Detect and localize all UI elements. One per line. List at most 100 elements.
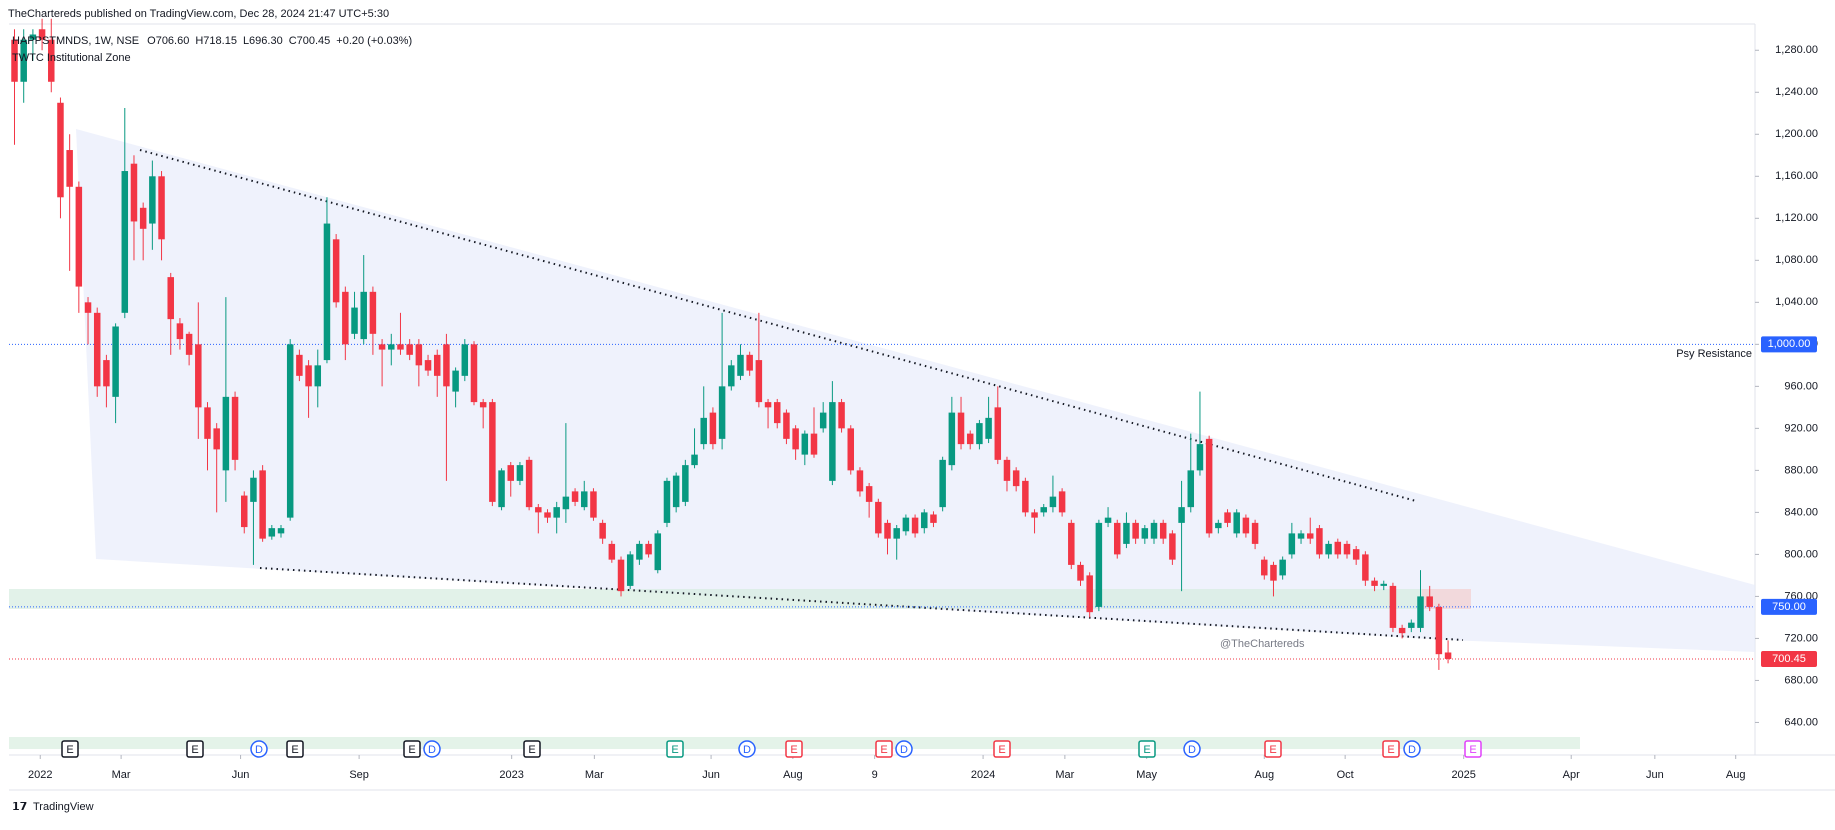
candle-body [1132,522,1139,539]
candle-body [388,344,395,350]
y-tick-label: 1,080.00 [1775,254,1818,266]
candle-body [48,39,55,82]
earnings-marker [1264,740,1282,758]
candle-body [296,354,303,376]
candle-body [507,465,514,481]
event-label: E [880,744,887,756]
candle-body [378,344,386,350]
candle-body [875,501,882,534]
x-tick-label: Apr [1563,769,1580,781]
candle-body [1380,583,1387,586]
candle-body [286,344,294,518]
y-tick-label: 640.00 [1784,716,1818,728]
y-tick-label: 800.00 [1784,548,1818,560]
candle-body [1187,470,1195,508]
y-tick-label: 880.00 [1784,464,1818,476]
event-label: E [191,744,198,756]
candle-body [930,514,937,523]
event-label: E [998,744,1005,756]
candle-body [332,239,340,303]
y-tick-label: 1,280.00 [1775,44,1818,56]
candle-body [1205,438,1213,534]
candle-body [360,291,367,340]
candle-body [1261,559,1268,576]
x-tick-label: Jun [1646,769,1664,781]
candle-body [709,412,717,445]
x-tick-label: Mar [112,769,131,781]
candle-body [222,396,230,471]
x-tick-label: 2025 [1451,769,1475,781]
candle-body [121,171,129,313]
candle-body [985,417,992,439]
candle-body [1362,554,1369,581]
y-tick-label: 680.00 [1784,674,1818,686]
price-label-box [1761,336,1817,353]
candle-body [792,428,799,450]
price-label: 1,000.00 [1768,338,1811,350]
candle-body [1316,528,1323,555]
candle-body [525,459,533,508]
y-tick-label: 720.00 [1784,632,1818,644]
candle-body [1233,512,1240,534]
candle-body [130,163,138,222]
candle-body [966,433,974,445]
candle-body [599,522,606,539]
candle-body [1224,512,1231,523]
candle-body [838,402,845,429]
candle-body [1343,543,1351,555]
candle-body [755,360,763,403]
candle-body [1003,459,1011,481]
ohlc-value: O706.60 [147,35,189,47]
candle-body [911,517,919,534]
candle-body [66,150,73,187]
candle-body [994,407,1002,460]
candle-body [1215,522,1222,529]
candle-body [764,402,772,408]
candle-body [176,323,184,340]
header: TheChartereds published on TradingView.c… [8,8,389,20]
candle-body [167,277,174,320]
x-tick-label: Jun [232,769,250,781]
event-label: D [255,744,263,756]
candle-body [1141,528,1149,539]
candle-body [976,423,983,445]
candle-body [884,522,891,539]
candle-body [902,517,910,532]
candle-body [1022,480,1029,513]
earnings-marker [666,740,684,758]
earnings-marker [403,740,421,758]
x-tick-label: 9 [872,769,878,781]
candle-body [489,402,496,502]
x-tick-label: May [1136,769,1157,781]
candle-body [783,412,790,439]
candle-body [351,307,358,334]
candle-body [856,470,864,492]
price-line-note: Psy Resistance [1676,348,1752,360]
candle-body [103,360,110,387]
x-tick-label: 2022 [28,769,52,781]
candle-body [746,354,753,371]
candle-body [1371,580,1378,586]
candle-body [1251,522,1259,544]
candle-body [231,396,239,460]
axes [9,49,1759,759]
candle-body [1325,543,1332,555]
brand-logo: 𝟭𝟳 [12,801,27,813]
x-tick-label: Aug [1726,769,1746,781]
candle-body [479,402,487,408]
candle-body [948,412,956,466]
x-tick-label: 2023 [499,769,523,781]
event-label: D [428,744,436,756]
candle-body [1444,652,1452,659]
candle-body [728,365,735,387]
candle-body [57,102,64,198]
candle-body [847,428,855,471]
candle-body [581,491,588,508]
candle-body [406,344,413,355]
ohlc-value: C700.45 [289,35,331,47]
candle-body [443,344,450,387]
candle-body [626,554,634,586]
candle-body [415,344,423,366]
candle-body [185,333,193,355]
